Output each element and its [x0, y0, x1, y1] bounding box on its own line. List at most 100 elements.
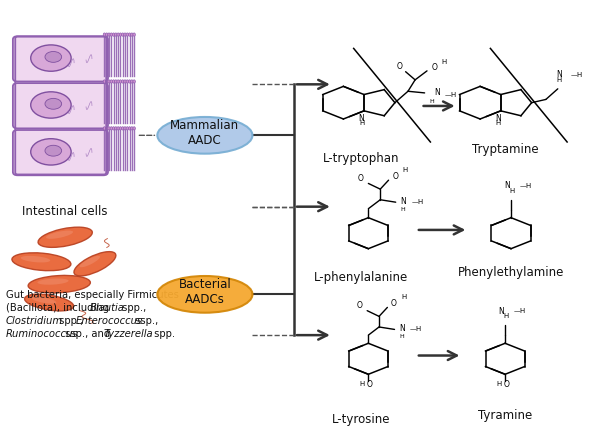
Ellipse shape — [112, 33, 115, 36]
Ellipse shape — [108, 127, 110, 130]
Text: Mammalian
AADC: Mammalian AADC — [170, 119, 239, 147]
Ellipse shape — [25, 294, 74, 311]
Text: N: N — [556, 71, 562, 80]
Ellipse shape — [106, 33, 108, 36]
Text: H: H — [441, 59, 446, 65]
Text: H: H — [399, 334, 404, 339]
Ellipse shape — [133, 127, 136, 130]
Ellipse shape — [38, 227, 92, 247]
Ellipse shape — [106, 80, 108, 83]
Text: L-tyrosine: L-tyrosine — [332, 413, 391, 425]
Ellipse shape — [131, 33, 133, 36]
Ellipse shape — [128, 127, 131, 130]
Ellipse shape — [103, 80, 106, 83]
Ellipse shape — [117, 33, 119, 36]
Text: O: O — [356, 301, 362, 310]
FancyBboxPatch shape — [13, 83, 108, 128]
Ellipse shape — [131, 80, 133, 83]
Ellipse shape — [108, 80, 110, 83]
Ellipse shape — [119, 33, 122, 36]
Ellipse shape — [103, 33, 106, 36]
Ellipse shape — [115, 127, 117, 130]
Text: O: O — [391, 299, 397, 308]
Text: spp.: spp. — [151, 329, 176, 339]
Ellipse shape — [103, 127, 106, 130]
Ellipse shape — [112, 80, 115, 83]
Ellipse shape — [128, 33, 131, 36]
Text: N: N — [499, 307, 505, 316]
Text: H: H — [503, 313, 509, 319]
Text: —H: —H — [520, 183, 532, 189]
Ellipse shape — [108, 33, 110, 36]
Text: spp.,: spp., — [56, 316, 86, 326]
Ellipse shape — [117, 127, 119, 130]
Ellipse shape — [124, 127, 126, 130]
Ellipse shape — [122, 33, 124, 36]
Ellipse shape — [106, 127, 108, 130]
Text: L-tryptophan: L-tryptophan — [323, 152, 400, 165]
Ellipse shape — [31, 139, 71, 165]
Ellipse shape — [115, 33, 117, 36]
Ellipse shape — [126, 80, 128, 83]
Text: H: H — [400, 207, 405, 212]
Ellipse shape — [28, 276, 91, 293]
Text: H: H — [403, 166, 408, 172]
Ellipse shape — [110, 80, 112, 83]
Text: H: H — [401, 294, 407, 300]
Text: —H: —H — [445, 92, 457, 98]
Text: N: N — [400, 197, 406, 206]
Text: Bacterial
AADCs: Bacterial AADCs — [179, 278, 231, 306]
Text: —H: —H — [411, 199, 424, 205]
Text: —H: —H — [514, 309, 526, 315]
Text: N: N — [434, 89, 440, 98]
Ellipse shape — [126, 33, 128, 36]
Text: N: N — [359, 114, 364, 123]
Text: —H: —H — [410, 327, 422, 333]
Ellipse shape — [133, 33, 136, 36]
Ellipse shape — [112, 127, 115, 130]
Text: Ruminococcus: Ruminococcus — [6, 329, 79, 339]
Ellipse shape — [31, 92, 71, 118]
Ellipse shape — [157, 276, 253, 313]
Text: O: O — [397, 62, 403, 71]
Ellipse shape — [122, 80, 124, 83]
Ellipse shape — [126, 127, 128, 130]
Text: Tryptamine: Tryptamine — [472, 143, 538, 157]
Text: H: H — [496, 381, 502, 387]
Text: N: N — [399, 324, 405, 333]
Ellipse shape — [119, 127, 122, 130]
Ellipse shape — [32, 297, 56, 303]
Text: Blautia: Blautia — [90, 303, 125, 313]
Text: N: N — [505, 181, 511, 190]
Text: Gut bacteria, especially Firmicutes: Gut bacteria, especially Firmicutes — [6, 290, 179, 300]
Ellipse shape — [37, 279, 68, 285]
Text: H: H — [496, 120, 501, 126]
Text: H: H — [359, 381, 365, 387]
Text: O: O — [432, 63, 437, 72]
Ellipse shape — [45, 98, 62, 109]
Text: ssp., and: ssp., and — [62, 329, 113, 339]
Ellipse shape — [110, 127, 112, 130]
Ellipse shape — [45, 51, 62, 62]
Ellipse shape — [117, 80, 119, 83]
Ellipse shape — [45, 145, 62, 156]
Text: O: O — [392, 172, 398, 181]
Ellipse shape — [157, 117, 253, 154]
Text: Enterococcus: Enterococcus — [76, 316, 143, 326]
Ellipse shape — [133, 80, 136, 83]
Ellipse shape — [131, 127, 133, 130]
Ellipse shape — [128, 80, 131, 83]
Text: H: H — [509, 188, 515, 194]
Ellipse shape — [46, 231, 73, 239]
Ellipse shape — [122, 127, 124, 130]
Text: ssp.,: ssp., — [132, 316, 158, 326]
Text: L-phenylalanine: L-phenylalanine — [314, 270, 409, 284]
FancyBboxPatch shape — [13, 130, 108, 175]
Text: Tyramine: Tyramine — [478, 409, 532, 422]
Ellipse shape — [115, 80, 117, 83]
Ellipse shape — [74, 252, 116, 276]
Ellipse shape — [124, 33, 126, 36]
Text: N: N — [496, 114, 501, 123]
Ellipse shape — [21, 256, 50, 262]
Text: Tyzzerella: Tyzzerella — [104, 329, 154, 339]
